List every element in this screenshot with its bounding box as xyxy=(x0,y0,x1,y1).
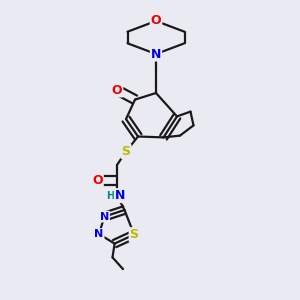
Text: S: S xyxy=(122,145,130,158)
Text: H: H xyxy=(106,190,115,201)
Text: O: O xyxy=(112,83,122,97)
Text: N: N xyxy=(100,212,109,222)
Text: N: N xyxy=(151,47,161,61)
Text: S: S xyxy=(130,228,139,241)
Text: O: O xyxy=(92,173,103,187)
Text: N: N xyxy=(115,189,125,202)
Text: N: N xyxy=(94,229,103,239)
Text: O: O xyxy=(151,14,161,28)
